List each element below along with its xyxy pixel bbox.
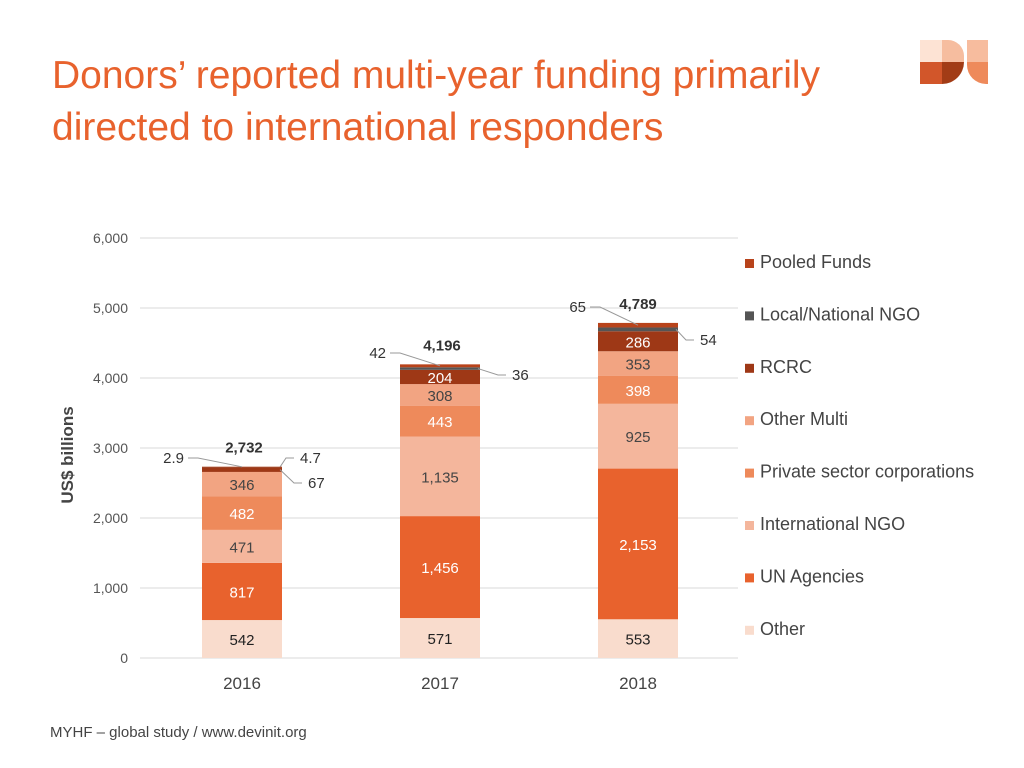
- leader-line: [279, 469, 302, 484]
- data-label: 353: [625, 357, 650, 374]
- data-label: 308: [427, 388, 452, 405]
- data-label: 482: [229, 506, 254, 523]
- legend-swatch: [745, 625, 754, 635]
- legend-swatch: [745, 521, 754, 530]
- legend-label: RCRC: [760, 357, 812, 377]
- total-label: 2,732: [225, 440, 263, 457]
- y-tick-label: 4,000: [93, 370, 128, 386]
- bar-segment-international-ngo-2017: [400, 436, 480, 517]
- data-label: 1,135: [421, 469, 459, 486]
- bar-segment-rcrc-2016: [202, 467, 282, 472]
- leader-line: [477, 368, 506, 376]
- leader-line: [675, 329, 694, 341]
- y-tick-label: 1,000: [93, 580, 128, 596]
- legend-swatch: [745, 311, 754, 321]
- data-label: 286: [625, 334, 650, 351]
- y-tick-label: 5,000: [93, 300, 128, 316]
- bar-segment-international-ngo-2016: [202, 529, 282, 563]
- devinit-logo: [920, 40, 988, 84]
- bar-segment-local-national-ngo-2018: [598, 327, 678, 332]
- legend-label: Pooled Funds: [760, 252, 871, 272]
- y-axis-label: US$ billions: [58, 406, 77, 503]
- data-label: 204: [427, 370, 452, 387]
- data-label: 346: [229, 477, 254, 494]
- x-tick-label: 2018: [619, 674, 657, 693]
- data-label: 42: [369, 345, 386, 362]
- bar-segment-private-sector-corporations-2018: [598, 375, 678, 404]
- data-label: 398: [625, 383, 650, 400]
- leader-line: [590, 306, 639, 326]
- legend-swatch: [745, 416, 754, 426]
- data-label: 36: [512, 367, 529, 384]
- legend-label: UN Agencies: [760, 566, 864, 586]
- y-tick-label: 3,000: [93, 440, 128, 456]
- legend-swatch: [745, 363, 754, 373]
- bar-segment-other-multi-2016: [202, 471, 282, 497]
- bar-segment-private-sector-corporations-2017: [400, 405, 480, 437]
- bar-segment-private-sector-corporations-2016: [202, 496, 282, 530]
- bar-segment-other-2016: [202, 620, 282, 658]
- bar-segment-un-agencies-2018: [598, 468, 678, 620]
- leader-line: [188, 457, 243, 468]
- legend-label: International NGO: [760, 514, 905, 534]
- bar-segment-rcrc-2018: [598, 331, 678, 352]
- data-label: 542: [229, 632, 254, 649]
- data-label: 2,153: [619, 537, 657, 554]
- leader-line: [390, 352, 441, 367]
- data-label: 571: [427, 631, 452, 648]
- data-label: 54: [700, 332, 717, 349]
- legend-label: Private sector corporations: [760, 462, 974, 482]
- x-tick-label: 2016: [223, 674, 261, 693]
- total-label: 4,196: [423, 337, 461, 354]
- legend-swatch: [745, 573, 754, 583]
- legend-label: Other: [760, 619, 805, 639]
- x-tick-label: 2017: [421, 674, 459, 693]
- bar-segment-other-2018: [598, 619, 678, 658]
- y-tick-label: 0: [120, 650, 128, 666]
- footer-source: MYHF – global study / www.devinit.org: [50, 724, 307, 741]
- bar-segment-un-agencies-2016: [202, 562, 282, 621]
- leader-line: [279, 457, 294, 468]
- slide-title: Donors’ reported multi-year funding prim…: [52, 54, 821, 149]
- bar-segment-pooled-funds-2016: [202, 466, 282, 468]
- y-tick-label: 6,000: [93, 230, 128, 246]
- bar-segment-rcrc-2017: [400, 369, 480, 385]
- data-label: 471: [229, 539, 254, 556]
- stacked-bar-chart: 0 1,000 2,000 3,000 4,000 5,000 6,000 US$ billi…: [58, 230, 974, 693]
- data-label: 817: [229, 584, 254, 601]
- y-tick-label: 2,000: [93, 510, 128, 526]
- data-label: 67: [308, 475, 325, 492]
- bar-segment-local-national-ngo-2017: [400, 367, 480, 370]
- data-label: 2.9: [163, 450, 184, 467]
- bar-segment-un-agencies-2017: [400, 516, 480, 619]
- legend-swatch: [745, 468, 754, 478]
- legend-label: Local/National NGO: [760, 304, 920, 324]
- bar-segment-other-multi-2018: [598, 351, 678, 376]
- data-label: 4.7: [300, 450, 321, 467]
- data-label: 925: [625, 429, 650, 446]
- legend-label: Other Multi: [760, 409, 848, 429]
- legend-swatch: [745, 259, 754, 268]
- data-label: 553: [625, 632, 650, 649]
- data-label: 443: [427, 414, 452, 431]
- data-label: 65: [569, 299, 586, 316]
- data-label: 1,456: [421, 560, 459, 577]
- bar-segment-other-multi-2017: [400, 384, 480, 406]
- total-label: 4,789: [619, 296, 657, 313]
- bar-segment-international-ngo-2018: [598, 403, 678, 469]
- bar-segment-other-2017: [400, 618, 480, 658]
